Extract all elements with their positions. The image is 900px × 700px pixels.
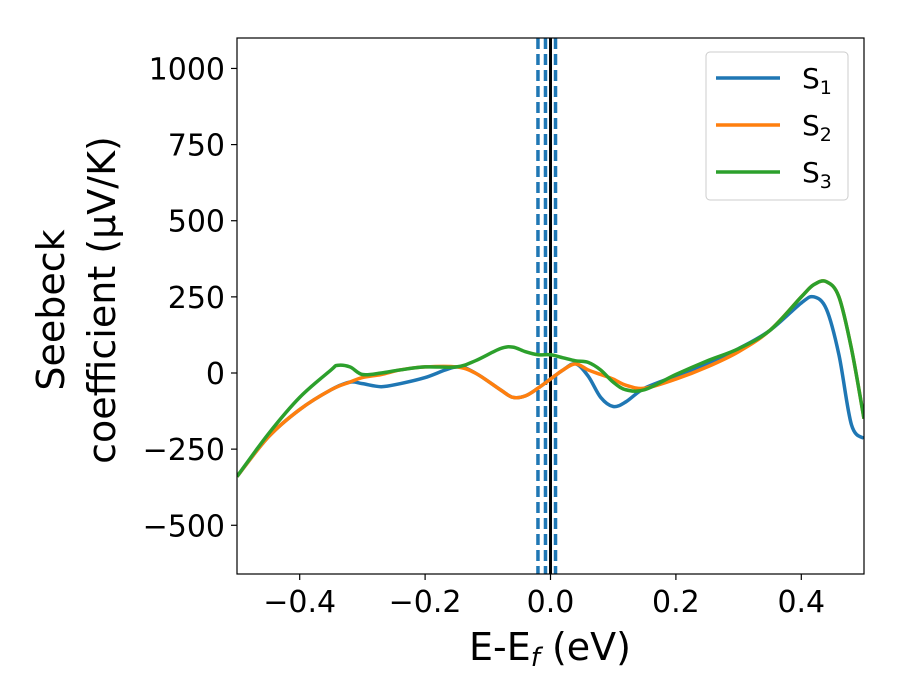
x-tick-label: 0.2	[652, 585, 700, 620]
legend-label-s1: S1	[802, 62, 832, 99]
legend-label-s2: S2	[802, 109, 832, 146]
series-lines	[237, 279, 864, 478]
y-tick-label: 250	[168, 281, 225, 316]
x-tick-label: −0.4	[263, 585, 336, 620]
y-tick-label: 0	[206, 357, 225, 392]
y-axis-label-line1: Seebeck	[29, 229, 73, 390]
x-tick-label: 0.0	[527, 585, 575, 620]
y-tick-label: −250	[143, 433, 225, 468]
y-tick-label: 750	[168, 129, 225, 164]
y-tick-label: 500	[168, 205, 225, 240]
y-tick-label: −500	[143, 509, 225, 544]
x-tick-label: 0.4	[777, 585, 825, 620]
legend: S1 S2 S3	[705, 51, 849, 201]
x-tick-label: −0.2	[389, 585, 462, 620]
y-ticks: −500 −250 0 250 500 750 1000	[143, 52, 237, 544]
legend-label-s3: S3	[802, 156, 832, 193]
y-axis-label-line2: coefficient (μV/K)	[80, 136, 124, 464]
x-axis-label: E-Ef (eV)	[469, 625, 631, 673]
x-ticks: −0.4 −0.2 0.0 0.2 0.4	[263, 574, 825, 620]
fermi-level-markers	[536, 38, 558, 574]
y-tick-label: 1000	[149, 52, 225, 87]
y-axis-label: Seebeck coefficient (μV/K)	[29, 136, 124, 464]
series-line-s3	[237, 279, 864, 478]
